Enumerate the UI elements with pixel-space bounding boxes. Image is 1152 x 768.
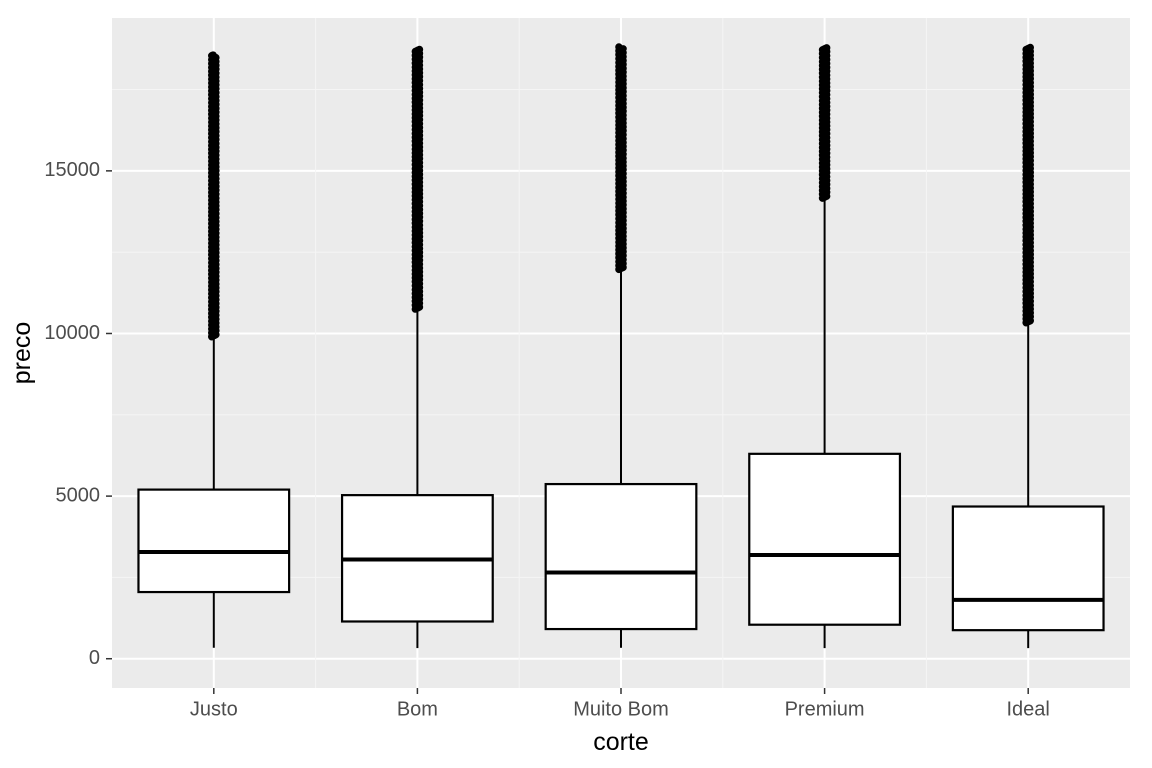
y-tick-label: 15000	[44, 159, 100, 181]
x-tick-label: Ideal	[1007, 699, 1050, 721]
x-tick-label: Muito Bom	[573, 699, 669, 721]
y-tick-label: 10000	[44, 322, 100, 344]
outlier-point	[416, 46, 422, 52]
box	[546, 484, 697, 629]
x-tick-label: Justo	[190, 699, 238, 721]
box	[138, 490, 289, 592]
outlier-point	[824, 45, 830, 51]
outlier-point	[616, 44, 622, 50]
y-tick-label: 5000	[56, 484, 101, 506]
x-tick-label: Premium	[785, 699, 865, 721]
y-axis-label: preco	[8, 322, 36, 385]
y-tick-label: 0	[89, 647, 100, 669]
boxplot-chart: 0 5000 10000 15000 Justo Bom Muito Bom Premium I…	[0, 0, 1152, 768]
outlier-point	[1027, 44, 1033, 50]
x-axis-label: corte	[593, 728, 649, 756]
outlier-point	[210, 52, 216, 58]
x-tick-label: Bom	[397, 699, 438, 721]
box	[953, 507, 1104, 631]
box	[749, 454, 900, 625]
